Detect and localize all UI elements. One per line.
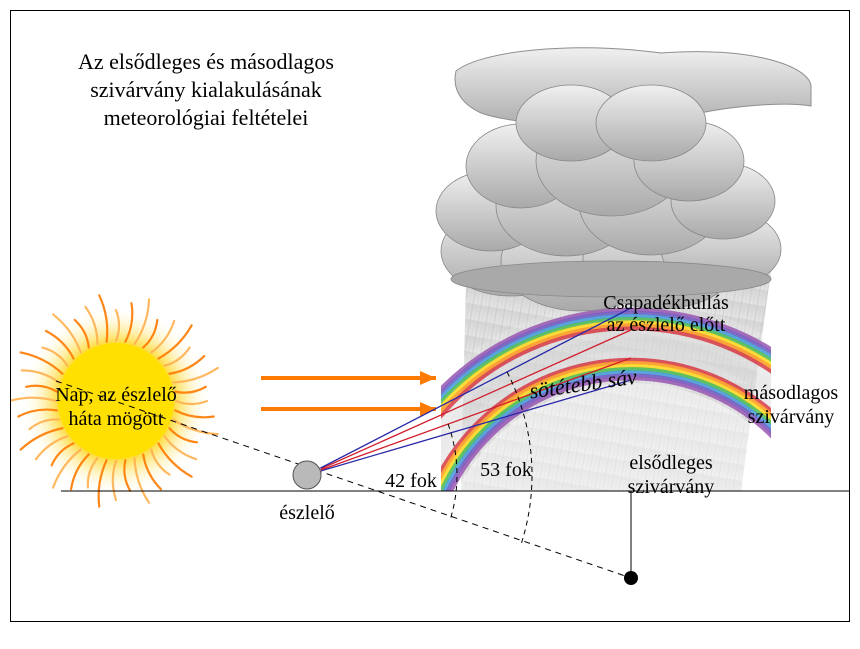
primary-rainbow-label: elsődleges [629,452,713,474]
title-line: meteorológiai feltételei [104,105,309,130]
secondary-rainbow-label: szivárvány [748,406,835,428]
precip-label: Csapadékhullás [603,292,729,314]
precip-label: az észlelő előtt [607,314,726,336]
title-line: szivárvány kialakulásának [90,77,322,102]
observer-marker [293,461,321,489]
sun-label: Nap, az észlelő [55,384,177,406]
angle-42-label: 42 fok [385,470,437,492]
sunlight-arrows [261,371,436,416]
title-line: Az elsődleges és másodlagos [78,49,334,74]
diagram-svg: Az elsődleges és másodlagos szivárvány ki… [11,11,849,621]
antisolar-point [624,571,638,585]
rainbows-group [363,310,849,621]
diagram-frame: Az elsődleges és másodlagos szivárvány ki… [10,10,850,622]
secondary-rainbow-label: másodlagos [744,382,839,404]
angle-53-label: 53 fok [480,459,532,481]
primary-rainbow-label: szivárvány [628,476,715,498]
sun-label: háta mögött [69,408,164,430]
cloud [436,48,811,311]
observer-label: észlelő [279,502,335,524]
